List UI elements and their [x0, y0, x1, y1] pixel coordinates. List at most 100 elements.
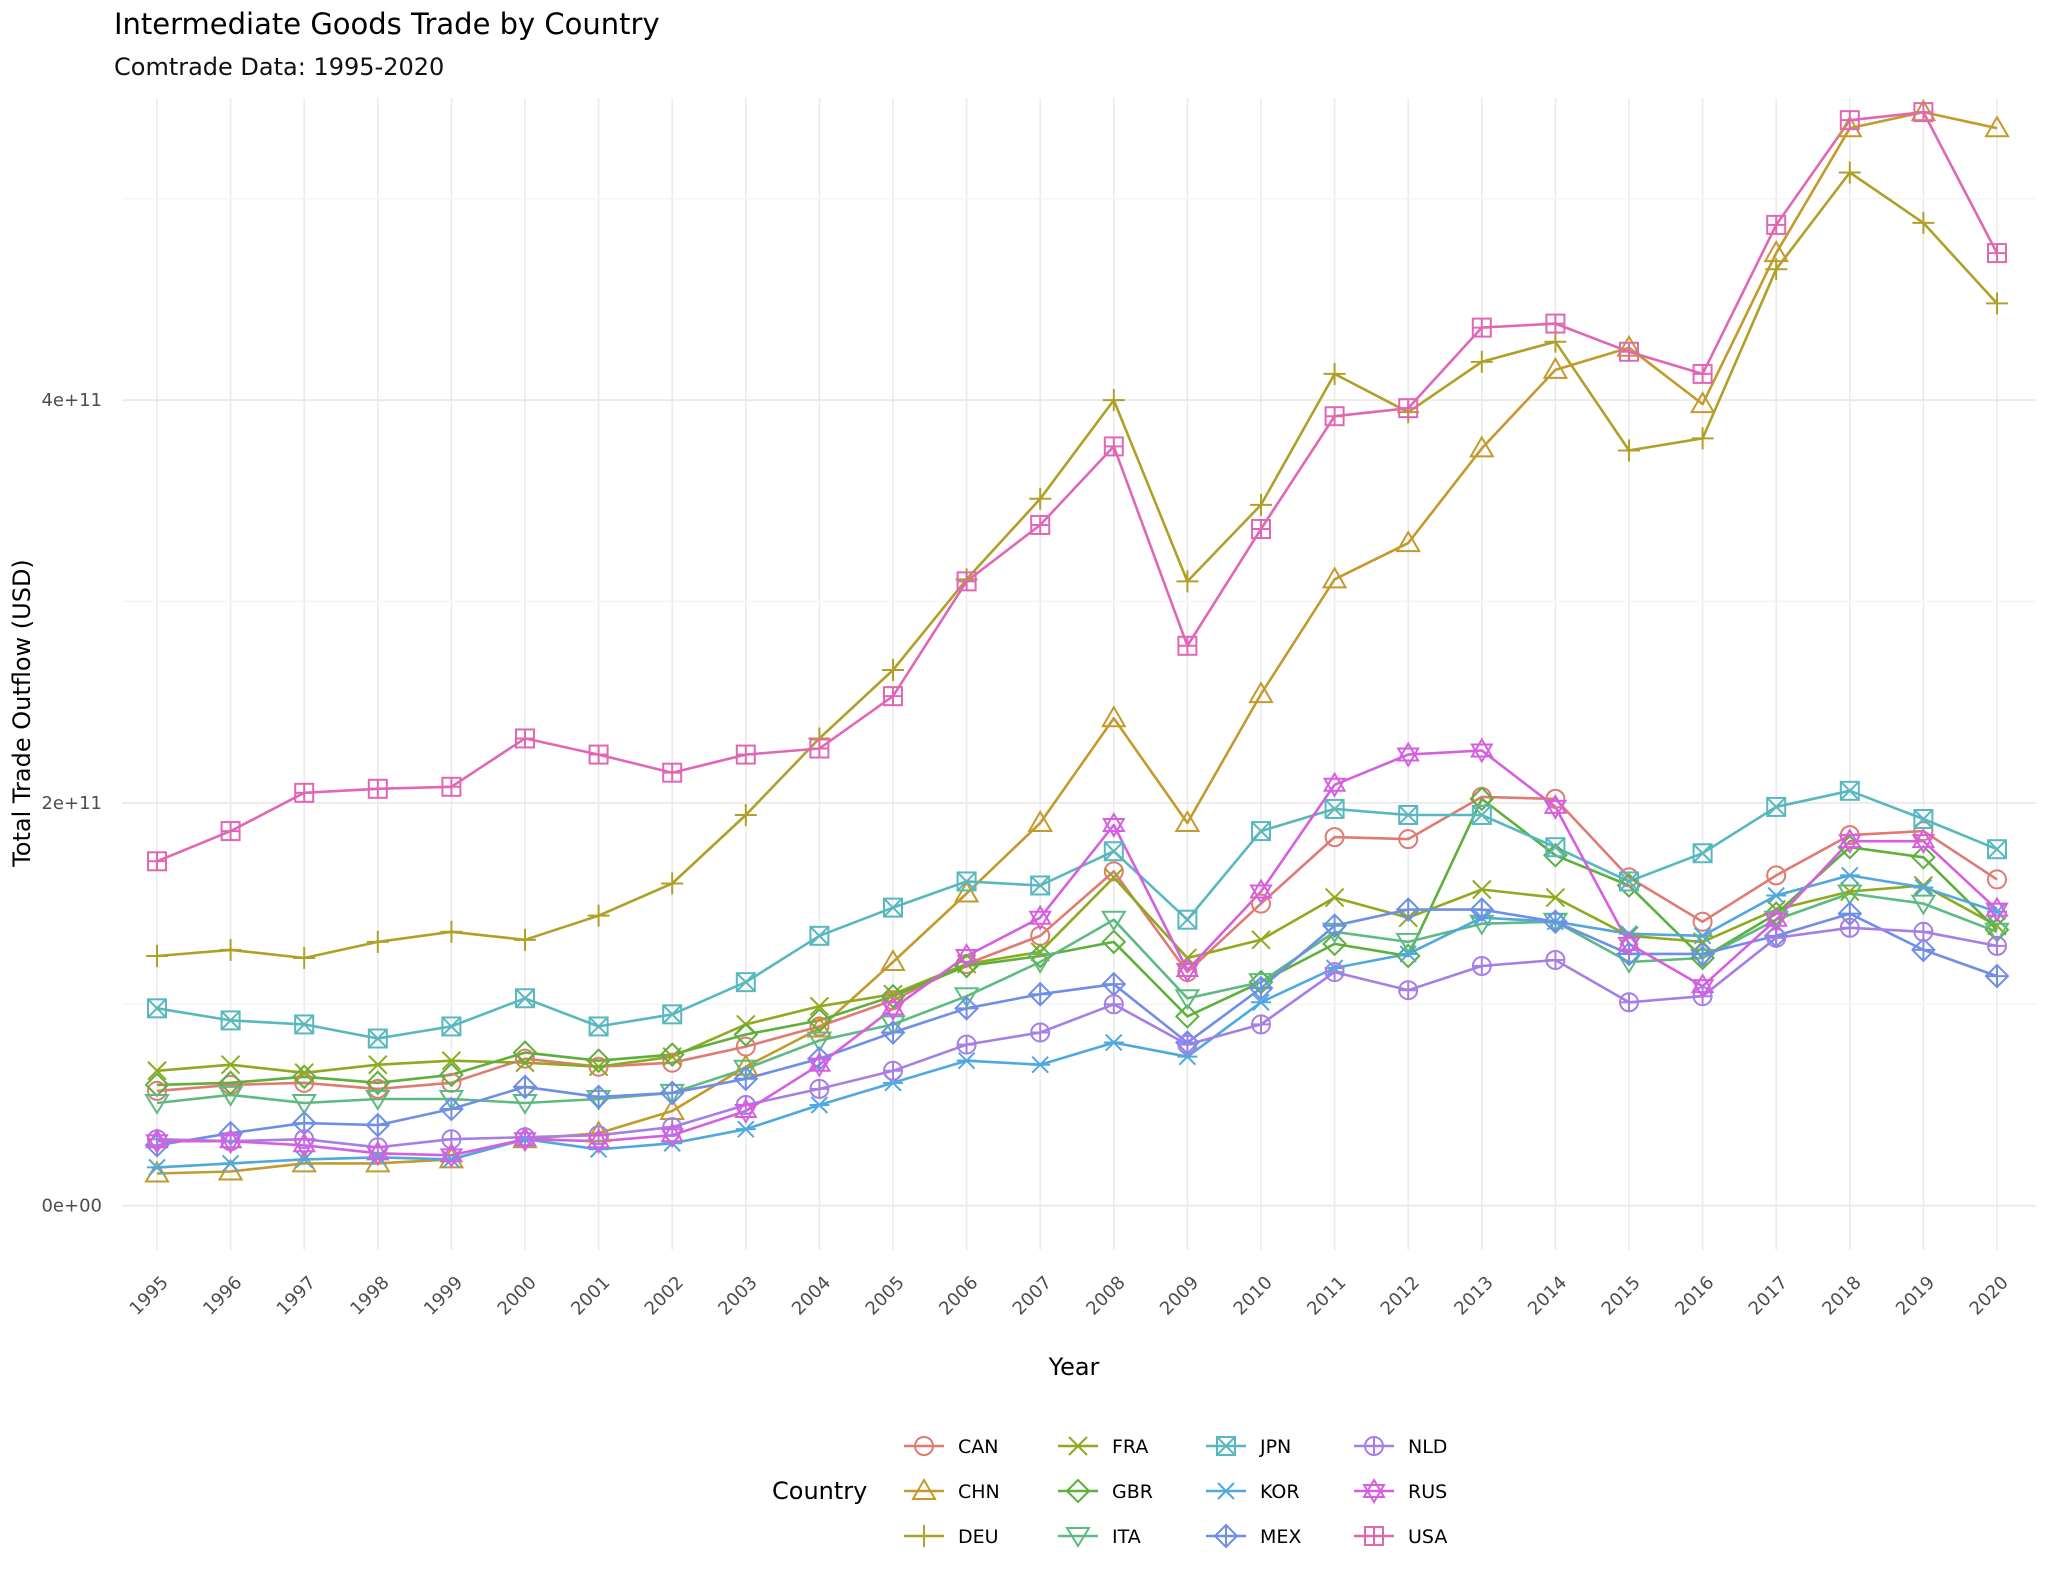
data-point-rus [1690, 973, 1715, 1000]
legend-label-rus: RUS [1408, 1481, 1447, 1503]
x-tick-label: 2011 [1303, 1272, 1350, 1319]
data-point-gbr [218, 1070, 244, 1096]
legend-marker-usa [1364, 1526, 1384, 1546]
x-tick-label: 2017 [1745, 1272, 1792, 1319]
data-point-fra [147, 1061, 167, 1081]
data-point-nld [956, 1034, 977, 1055]
data-point-nld [1471, 956, 1492, 977]
data-point-gbr [1101, 929, 1127, 955]
series-line-usa [156, 110, 1999, 863]
data-point-chn [880, 949, 906, 971]
data-point-deu [882, 658, 904, 681]
data-point-jpn [220, 1010, 241, 1031]
data-point-mex [1469, 897, 1495, 923]
data-point-nld [809, 1078, 830, 1099]
x-tick-label: 2018 [1818, 1272, 1865, 1319]
data-point-jpn [1987, 839, 2007, 860]
x-tick-label: 2016 [1671, 1272, 1718, 1319]
data-point-jpn [883, 897, 903, 918]
data-point-gbr [512, 1040, 538, 1066]
data-point-fra [294, 1063, 314, 1083]
legend-marker-deu [913, 1525, 935, 1547]
data-point-rus [1985, 896, 2009, 923]
data-point-rus [881, 995, 905, 1022]
data-point-chn [1321, 566, 1348, 589]
data-point-ita [806, 1031, 833, 1053]
data-point-gbr [1395, 943, 1421, 969]
data-point-usa [588, 744, 609, 765]
data-point-gbr [1616, 873, 1642, 898]
data-point-rus [734, 1098, 758, 1125]
data-point-rus [145, 1128, 169, 1155]
data-point-deu [1691, 427, 1714, 450]
legend-marker-nld [1364, 1436, 1384, 1456]
series-line-can [156, 795, 1998, 1093]
data-point-mex [586, 1084, 612, 1110]
data-point-jpn [588, 1016, 609, 1037]
data-point-jpn [1839, 780, 1860, 801]
data-point-chn [1027, 810, 1053, 833]
data-point-gbr [1322, 931, 1348, 957]
data-point-mex [365, 1112, 391, 1138]
data-point-deu [734, 803, 757, 826]
legend-marker-ita [1065, 1527, 1091, 1548]
legend-marker-rus [1362, 1478, 1386, 1504]
x-tick-label: 2010 [1230, 1272, 1277, 1319]
data-point-gbr [1469, 786, 1495, 812]
data-point-ita [880, 1015, 906, 1037]
data-point-rus [366, 1140, 390, 1167]
data-point-usa [1398, 398, 1419, 419]
data-point-deu [1986, 292, 2008, 315]
data-point-usa [1766, 214, 1787, 235]
data-point-gbr [733, 1022, 759, 1047]
series-line-rus [157, 749, 1998, 1157]
data-point-deu [1250, 493, 1272, 516]
data-point-nld [1030, 1022, 1051, 1043]
x-tick-label: 2007 [1009, 1272, 1056, 1319]
data-point-chn [1248, 681, 1274, 704]
data-point-usa [147, 851, 167, 872]
data-point-mex [1248, 975, 1274, 1001]
chart-title: Intermediate Goods Trade by Country [114, 7, 660, 41]
data-point-deu [1544, 330, 1567, 353]
data-point-deu [146, 944, 168, 967]
data-point-nld [1913, 921, 1934, 942]
data-point-mex [1322, 913, 1348, 939]
data-point-can [515, 1048, 535, 1069]
data-point-kor [1692, 927, 1713, 945]
data-point-ita [1837, 884, 1863, 906]
data-point-jpn [1103, 841, 1124, 862]
series-line-deu [156, 171, 1998, 960]
data-point-can [367, 1078, 388, 1099]
legend-label-gbr: GBR [1112, 1481, 1153, 1503]
data-point-jpn [1619, 871, 1639, 892]
data-point-fra [1324, 887, 1345, 908]
x-axis-ticks: 1995 1996 1997 1998 1999 2000 2001 2002 2003 2004… [126, 1272, 2013, 1319]
x-tick-label: 2004 [788, 1272, 835, 1319]
data-point-can [1545, 788, 1566, 809]
legend-label-usa: USA [1408, 1526, 1447, 1548]
data-point-gbr [1174, 1003, 1200, 1029]
data-point-mex [1542, 909, 1568, 935]
data-point-jpn [294, 1014, 315, 1035]
data-point-ita [1984, 922, 2010, 944]
legend-label-mex: MEX [1260, 1526, 1301, 1548]
data-point-fra [368, 1055, 388, 1075]
data-point-gbr [659, 1042, 685, 1068]
data-point-ita [291, 1093, 317, 1115]
y-axis-title: Total Trade Outflow (USD) [8, 559, 36, 868]
data-point-nld [1619, 992, 1639, 1013]
legend: CAN CHN DEU FRA GBR ITA JPN KOR MEX NLD RUS USA [904, 1436, 1447, 1549]
data-point-mex [1984, 963, 2010, 989]
data-point-rus [292, 1132, 316, 1159]
x-tick-label: 2015 [1598, 1272, 1645, 1319]
series-line-chn [156, 110, 1998, 1175]
data-point-chn [291, 1150, 317, 1173]
data-point-usa [662, 762, 683, 783]
data-point-usa [1839, 110, 1860, 131]
x-tick-label: 2014 [1524, 1272, 1571, 1319]
data-point-can [662, 1052, 683, 1073]
chart-subtitle: Comtrade Data: 1995-2020 [114, 53, 444, 81]
legend-marker-can [914, 1436, 934, 1456]
data-point-ita [953, 987, 980, 1009]
